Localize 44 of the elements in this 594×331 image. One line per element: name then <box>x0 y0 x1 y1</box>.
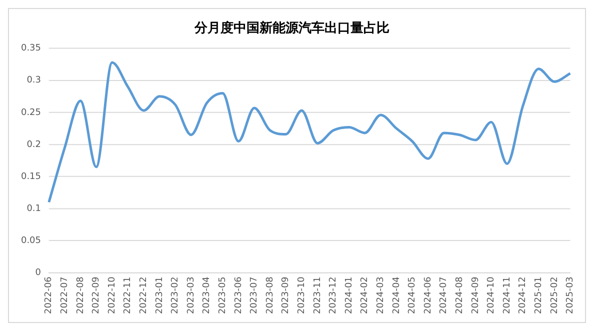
x-tick-label: 2025-03 <box>566 276 576 314</box>
x-tick-label: 2023-12 <box>328 276 339 314</box>
y-tick-label: 0.25 <box>20 108 41 118</box>
x-tick-label: 2024-09 <box>470 276 481 314</box>
y-tick-label: 0.05 <box>20 236 41 246</box>
x-tick-label: 2024-07 <box>439 276 450 314</box>
x-tick-label: 2024-12 <box>518 276 528 314</box>
x-tick-label: 2024-04 <box>392 276 402 314</box>
x-tick-label: 2022-07 <box>60 276 70 314</box>
x-tick-label: 2024-02 <box>360 276 370 314</box>
chart-title: 分月度中国新能源汽车出口量占比 <box>193 20 390 36</box>
x-tick-label: 2022-06 <box>44 276 54 314</box>
y-tick-label: 0.1 <box>26 204 41 214</box>
x-tick-label: 2023-04 <box>202 276 212 314</box>
x-tick-label: 2025-01 <box>534 276 544 314</box>
x-tick-label: 2024-11 <box>502 276 512 314</box>
x-tick-label: 2024-08 <box>454 276 465 314</box>
x-tick-label: 2023-08 <box>265 276 276 314</box>
x-tick-label: 2022-10 <box>107 276 118 314</box>
x-tick-label: 2024-05 <box>408 276 418 314</box>
x-tick-label: 2022-12 <box>139 276 150 314</box>
y-tick-label: 0.35 <box>20 44 41 54</box>
x-tick-label: 2024-10 <box>486 276 497 314</box>
line-series <box>48 61 572 204</box>
x-tick-label: 2023-06 <box>234 276 244 314</box>
x-tick-label: 2023-07 <box>250 276 260 314</box>
y-tick-label: 0 <box>35 268 42 278</box>
x-tick-label: 2023-02 <box>170 276 181 314</box>
y-tick-label: 0.3 <box>26 76 41 86</box>
x-tick-label: 2022-11 <box>123 276 134 314</box>
x-tick-label: 2023-01 <box>154 276 165 314</box>
x-tick-label: 2023-03 <box>186 276 196 314</box>
x-tick-label: 2024-01 <box>344 276 354 314</box>
y-tick-label: 0.2 <box>26 140 41 150</box>
y-tick-label: 0.15 <box>20 172 41 182</box>
x-tick-label: 2023-09 <box>281 276 292 314</box>
x-tick-label: 2022-08 <box>76 276 86 314</box>
x-tick-label: 2025-02 <box>550 276 560 314</box>
x-tick-label: 2023-11 <box>312 276 323 314</box>
x-tick-label: 2024-03 <box>376 276 386 314</box>
x-tick-label: 2022-09 <box>92 276 102 314</box>
x-tick-label: 2024-06 <box>423 276 434 314</box>
x-tick-label: 2023-05 <box>218 276 228 314</box>
x-tick-label: 2023-10 <box>297 276 308 314</box>
